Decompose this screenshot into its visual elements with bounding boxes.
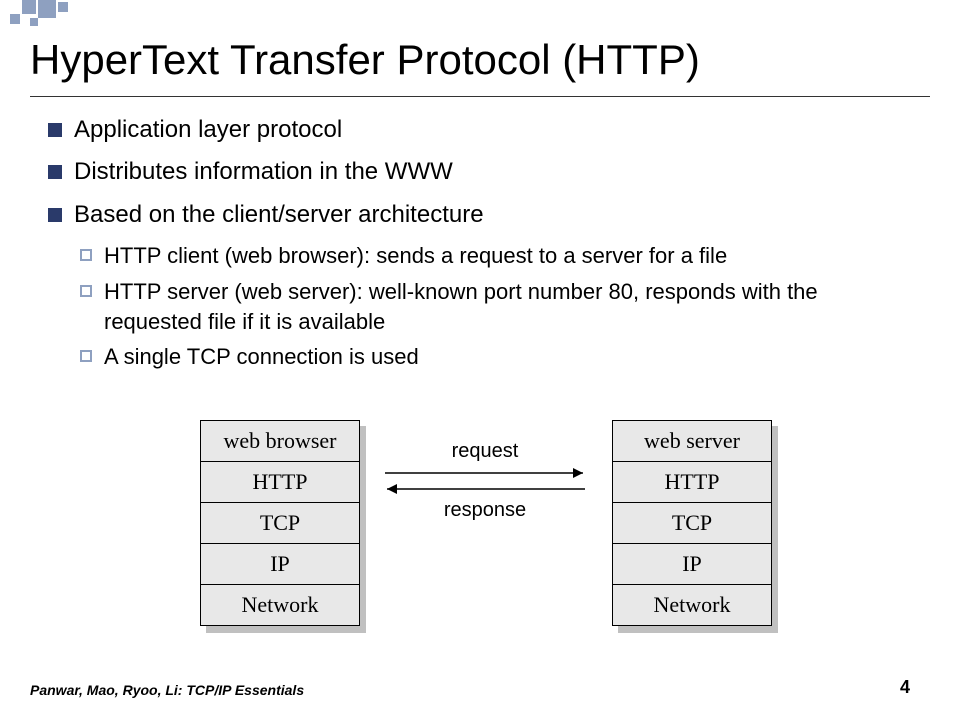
bullet-text: Distributes information in the WWW [74, 156, 453, 188]
stack-layer: web browser [200, 420, 360, 462]
protocol-stack-diagram: web browser HTTP TCP IP Network web serv… [0, 420, 960, 670]
stack-layer: web server [612, 420, 772, 462]
stack-layer: Network [200, 584, 360, 626]
sub-bullet-item: HTTP server (web server): well-known por… [80, 277, 920, 336]
sub-bullet-text: HTTP server (web server): well-known por… [104, 277, 920, 336]
square-bullet-icon [48, 123, 62, 137]
hollow-square-bullet-icon [80, 285, 92, 297]
double-arrow-icon [375, 463, 595, 499]
stack-layer: IP [200, 543, 360, 585]
footer-text: Panwar, Mao, Ryoo, Li: TCP/IP Essentials [30, 682, 304, 698]
stack-layer: HTTP [612, 461, 772, 503]
title-divider [30, 96, 930, 97]
request-label: request [375, 440, 595, 463]
stack-layer: HTTP [200, 461, 360, 503]
bullet-text: Based on the client/server architecture [74, 199, 484, 231]
square-bullet-icon [48, 165, 62, 179]
client-stack: web browser HTTP TCP IP Network [200, 420, 360, 626]
sub-bullet-item: A single TCP connection is used [80, 342, 920, 372]
bullet-text: Application layer protocol [74, 114, 342, 146]
content-area: Application layer protocol Distributes i… [48, 114, 920, 378]
stack-layer: IP [612, 543, 772, 585]
sub-bullet-text: A single TCP connection is used [104, 342, 419, 372]
page-number: 4 [900, 677, 910, 698]
sub-bullet-text: HTTP client (web browser): sends a reque… [104, 241, 727, 271]
sub-bullet-item: HTTP client (web browser): sends a reque… [80, 241, 920, 271]
bullet-item: Distributes information in the WWW [48, 156, 920, 188]
bullet-item: Based on the client/server architecture [48, 199, 920, 231]
corner-decoration [0, 0, 120, 30]
slide-title: HyperText Transfer Protocol (HTTP) [30, 36, 700, 84]
request-response-arrows: request response [375, 440, 595, 522]
square-bullet-icon [48, 208, 62, 222]
stack-layer: Network [612, 584, 772, 626]
stack-layer: TCP [200, 502, 360, 544]
stack-layer: TCP [612, 502, 772, 544]
hollow-square-bullet-icon [80, 350, 92, 362]
server-stack: web server HTTP TCP IP Network [612, 420, 772, 626]
response-label: response [375, 499, 595, 522]
bullet-item: Application layer protocol [48, 114, 920, 146]
hollow-square-bullet-icon [80, 249, 92, 261]
